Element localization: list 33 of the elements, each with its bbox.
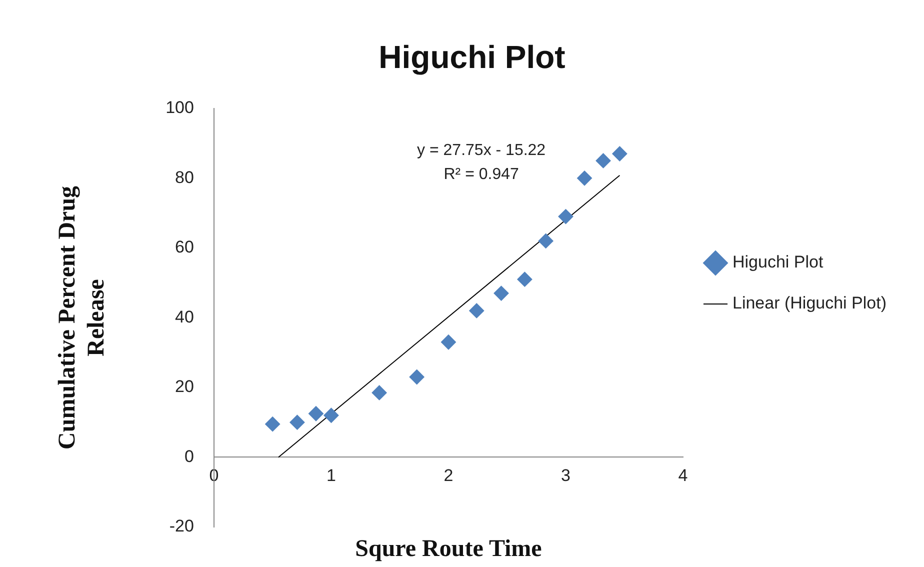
point	[440, 334, 456, 350]
point	[324, 408, 339, 423]
y-tick-label: -20	[169, 516, 194, 536]
point	[469, 303, 484, 318]
point	[577, 170, 592, 186]
y-axis-title: Cumulative Percent Drug Release	[54, 186, 110, 450]
point	[612, 146, 628, 162]
point	[538, 233, 554, 248]
y-tick-label: 100	[166, 98, 194, 118]
y-tick-label: 60	[175, 238, 194, 257]
y-tick-label: 0	[184, 446, 194, 466]
y-tick-label: 20	[175, 377, 194, 396]
point	[409, 370, 424, 384]
x-axis-title: Squre Route Time	[355, 536, 542, 562]
x-tick-label: 4	[678, 466, 688, 486]
point	[494, 286, 509, 301]
point	[558, 209, 574, 224]
x-tick-label: 3	[561, 466, 570, 486]
point	[265, 416, 280, 432]
x-tick-label: 1	[326, 466, 336, 486]
legend-label: Higuchi Plot	[732, 252, 824, 272]
y-tick-label: 40	[175, 307, 194, 326]
point	[290, 414, 305, 430]
y-tick-label: 80	[175, 168, 194, 187]
annotation: y = 27.75x - 15.22	[417, 142, 546, 159]
point	[308, 406, 324, 422]
annotation: R² = 0.947	[444, 166, 519, 183]
x-tick-label: 2	[444, 466, 454, 486]
chart-title: Higuchi Plot	[378, 39, 566, 76]
point	[517, 272, 532, 287]
legend-label: Linear (Higuchi Plot)	[732, 294, 887, 313]
point	[372, 385, 387, 400]
point	[596, 153, 611, 168]
